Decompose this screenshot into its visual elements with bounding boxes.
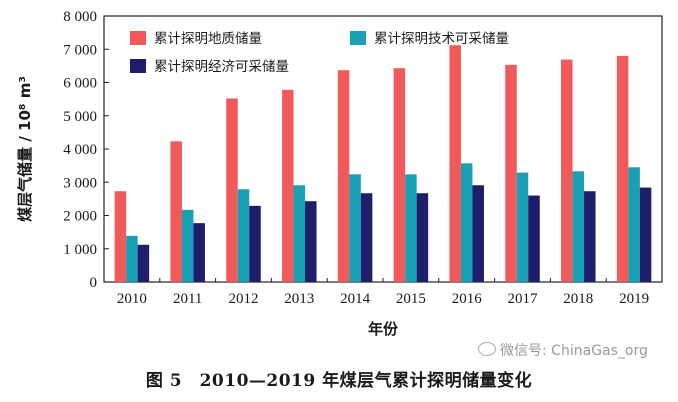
y-axis-title: 煤层气储量 / 10⁸ m³ (16, 76, 34, 222)
bar-2019-series-3 (639, 187, 652, 282)
bar-2017-series-1 (505, 64, 517, 282)
watermark: 微信号: ChinaGas_org (478, 340, 648, 360)
bar-2013-series-1 (282, 89, 294, 282)
legend-swatch-1 (130, 31, 146, 45)
x-axis-title: 年份 (368, 320, 399, 338)
bar-2018-series-3 (584, 191, 596, 282)
wechat-icon (478, 342, 496, 356)
bar-2016-series-3 (472, 185, 484, 282)
legend-label-1: 累计探明地质储量 (154, 31, 262, 47)
x-tick-label: 2018 (563, 291, 593, 307)
x-tick-label: 2017 (508, 291, 539, 307)
bar-2010-series-3 (137, 244, 150, 282)
y-tick-label: 7 000 (63, 42, 97, 58)
bars (114, 45, 652, 283)
x-tick-label: 2012 (229, 291, 259, 307)
x-tick-label: 2019 (619, 291, 649, 307)
y-tick-label: 4 000 (63, 142, 97, 158)
y-tick-label: 5 000 (63, 109, 97, 125)
figure-caption: 图 5 2010—2019 年煤层气累计探明储量变化 (145, 371, 533, 391)
bar-2013-series-3 (305, 201, 317, 282)
bar-2010-series-2 (126, 235, 138, 282)
bar-2019-series-2 (628, 167, 640, 282)
y-tick-label: 8 000 (63, 9, 97, 25)
legend-label-3: 累计探明经济可采储量 (154, 59, 289, 75)
y-tick-label: 0 (90, 275, 98, 291)
legend-swatch-3 (130, 59, 146, 73)
bar-2014-series-3 (360, 193, 373, 282)
bar-2012-series-3 (249, 205, 261, 282)
bar-2018-series-2 (572, 171, 585, 282)
x-tick-label: 2015 (396, 291, 426, 307)
x-tick-label: 2013 (284, 291, 314, 307)
y-tick-label: 3 000 (63, 175, 97, 191)
x-tick-label: 2014 (340, 291, 371, 307)
bar-2017-series-3 (528, 195, 540, 282)
bar-2012-series-2 (237, 189, 250, 282)
bar-chart: 0 1 000 2 000 3 000 4 000 5 000 6 000 7 000 8 00… (16, 9, 663, 338)
bar-2016-series-2 (460, 163, 473, 282)
y-tick-label: 6 000 (63, 76, 97, 92)
bar-2018-series-1 (561, 59, 573, 283)
bar-2019-series-1 (616, 55, 629, 283)
y-tick-label: 2 000 (63, 209, 97, 225)
bar-2017-series-2 (516, 172, 529, 282)
bar-2014-series-1 (337, 70, 350, 282)
legend-swatch-2 (350, 31, 366, 45)
bar-2011-series-3 (193, 223, 205, 282)
bar-2015-series-3 (416, 193, 429, 282)
bar-2012-series-1 (226, 98, 238, 283)
bar-2011-series-2 (181, 209, 194, 282)
bar-2016-series-1 (449, 45, 461, 283)
x-tick-label: 2010 (117, 291, 147, 307)
watermark-text: 微信号: ChinaGas_org (500, 343, 648, 359)
bar-2011-series-1 (170, 141, 182, 282)
bar-2013-series-2 (293, 185, 306, 282)
x-tick-label: 2011 (173, 291, 202, 307)
x-axis: 2010 2011 2012 2013 2014 2015 2016 2017 2018 2019 (103, 278, 649, 307)
legend-label-2: 累计探明技术可采储量 (374, 31, 509, 47)
y-axis: 0 1 000 2 000 3 000 4 000 5 000 6 000 7 000 8 00… (63, 9, 109, 291)
bar-2010-series-1 (114, 191, 127, 282)
bar-2015-series-2 (405, 174, 417, 282)
bar-2014-series-2 (349, 174, 361, 282)
bar-2015-series-1 (393, 68, 406, 282)
x-tick-label: 2016 (452, 291, 483, 307)
y-tick-label: 1 000 (63, 242, 97, 258)
